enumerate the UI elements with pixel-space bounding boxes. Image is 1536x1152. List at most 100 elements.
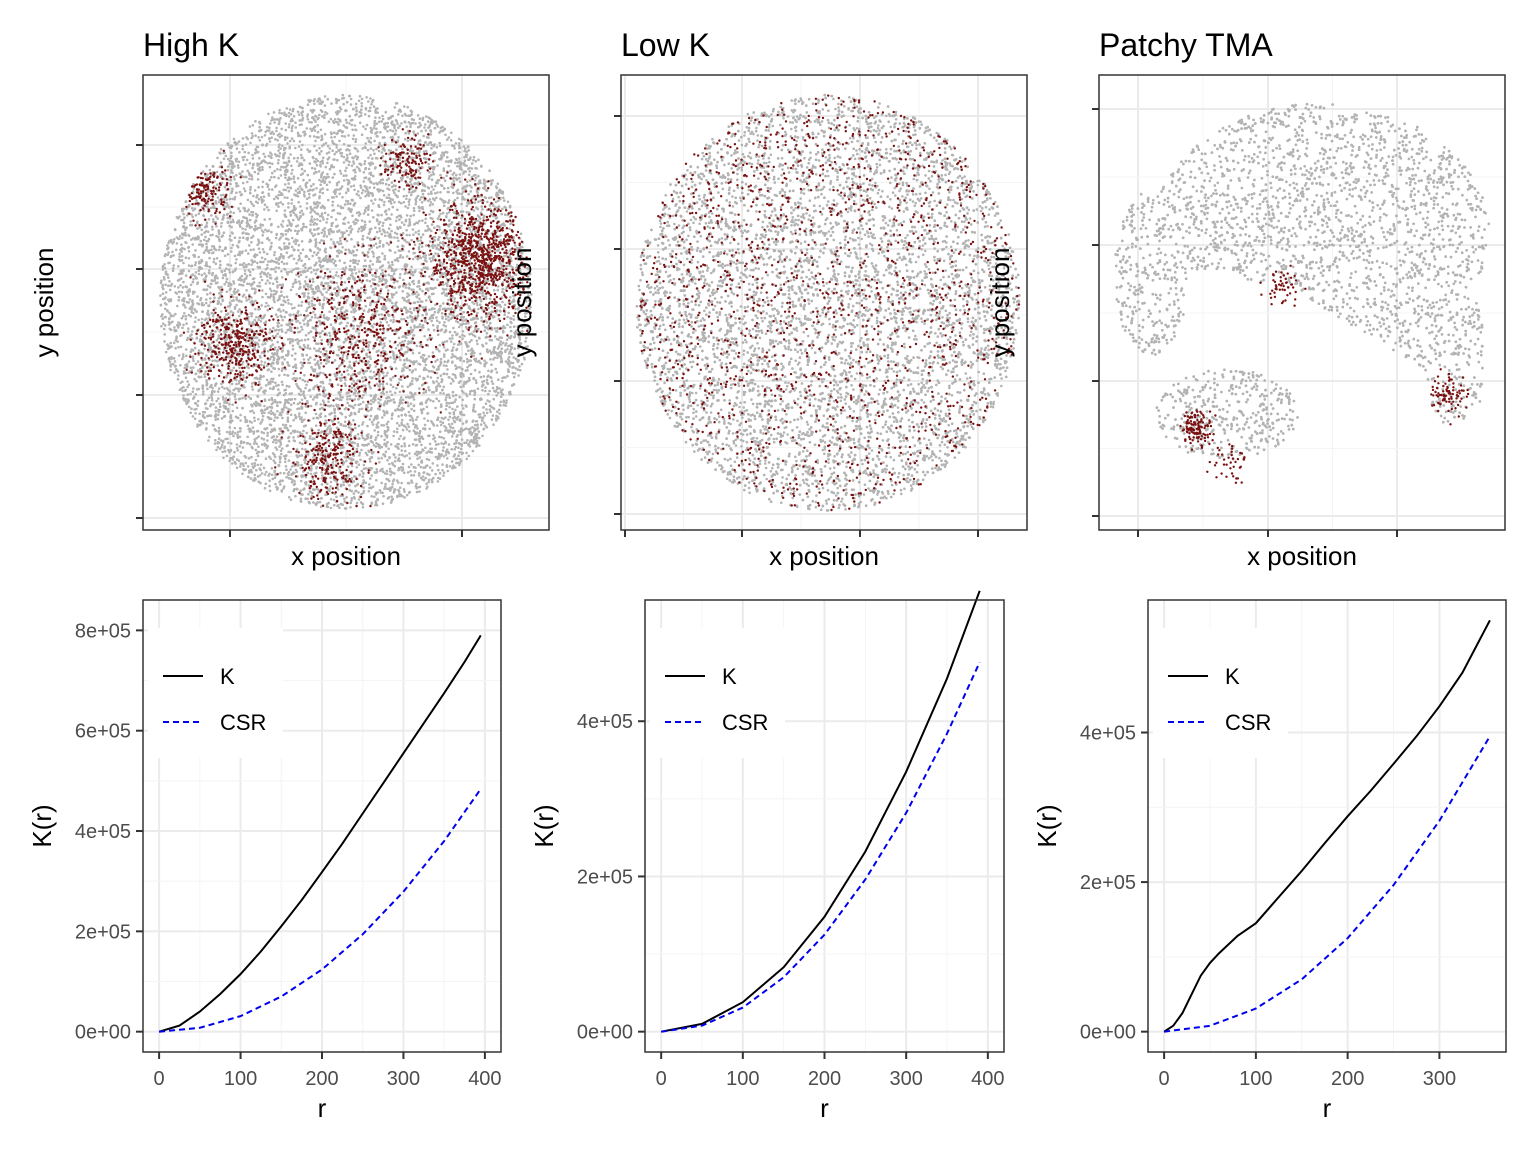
point	[310, 271, 313, 274]
point	[302, 248, 305, 251]
point	[425, 115, 428, 118]
point	[169, 369, 172, 372]
point	[409, 369, 412, 372]
point	[428, 213, 431, 216]
point	[244, 209, 247, 212]
point	[273, 419, 276, 422]
point	[460, 448, 463, 451]
point	[384, 235, 387, 238]
point	[438, 350, 441, 353]
point	[395, 347, 398, 350]
point	[412, 443, 415, 446]
point	[421, 245, 424, 248]
point	[244, 416, 247, 419]
point	[303, 225, 306, 228]
point	[425, 299, 428, 302]
point	[231, 198, 234, 201]
point	[258, 242, 261, 245]
point	[181, 327, 184, 330]
point	[305, 182, 308, 185]
point	[221, 300, 224, 303]
point	[192, 359, 195, 362]
point	[480, 205, 483, 208]
point	[355, 330, 358, 333]
point	[328, 332, 331, 335]
point	[414, 470, 417, 473]
point	[268, 138, 271, 141]
point	[323, 114, 326, 117]
point	[252, 426, 255, 429]
point	[390, 136, 393, 139]
point	[418, 285, 421, 288]
point	[309, 395, 312, 398]
point	[163, 328, 166, 331]
point	[337, 383, 340, 386]
point	[338, 365, 341, 368]
point	[453, 145, 456, 148]
point	[338, 140, 341, 143]
point	[178, 299, 181, 302]
point	[208, 436, 211, 439]
point	[207, 285, 210, 288]
point	[239, 445, 242, 448]
point	[288, 496, 291, 499]
point	[467, 428, 470, 431]
point	[332, 201, 335, 204]
point	[355, 254, 358, 257]
point	[198, 303, 201, 306]
point	[305, 384, 308, 387]
point	[447, 160, 450, 163]
point	[282, 257, 285, 260]
point	[422, 255, 425, 258]
point	[294, 279, 297, 282]
point	[419, 456, 422, 459]
point	[439, 262, 442, 265]
point	[479, 362, 482, 365]
point	[513, 376, 516, 379]
point	[443, 364, 446, 367]
point	[205, 333, 208, 336]
point	[377, 350, 380, 353]
point	[364, 147, 367, 150]
point	[221, 443, 224, 446]
point	[349, 202, 352, 205]
point	[486, 190, 489, 193]
point	[333, 499, 336, 502]
point	[318, 97, 321, 100]
point	[391, 181, 394, 184]
point	[296, 233, 299, 236]
point	[274, 138, 277, 141]
point	[442, 242, 445, 245]
point	[447, 202, 450, 205]
point	[492, 423, 495, 426]
point	[287, 324, 290, 327]
point	[497, 289, 500, 292]
point	[392, 130, 395, 133]
point	[438, 228, 441, 231]
point	[264, 155, 267, 158]
point	[208, 272, 211, 275]
point	[340, 172, 343, 175]
point	[283, 161, 286, 164]
point	[279, 168, 282, 171]
point	[361, 376, 364, 379]
point	[366, 425, 369, 428]
point	[496, 387, 499, 390]
point	[188, 360, 191, 363]
point	[252, 248, 255, 251]
point	[428, 355, 431, 358]
point	[333, 262, 336, 265]
point	[444, 399, 447, 402]
point	[292, 268, 295, 271]
point	[189, 298, 192, 301]
point	[187, 330, 190, 333]
point	[418, 435, 421, 438]
point	[415, 295, 418, 298]
point	[425, 129, 428, 132]
point	[362, 472, 365, 475]
point	[399, 435, 402, 438]
point	[195, 261, 198, 264]
point	[230, 442, 233, 445]
point	[392, 376, 395, 379]
point	[502, 288, 505, 291]
